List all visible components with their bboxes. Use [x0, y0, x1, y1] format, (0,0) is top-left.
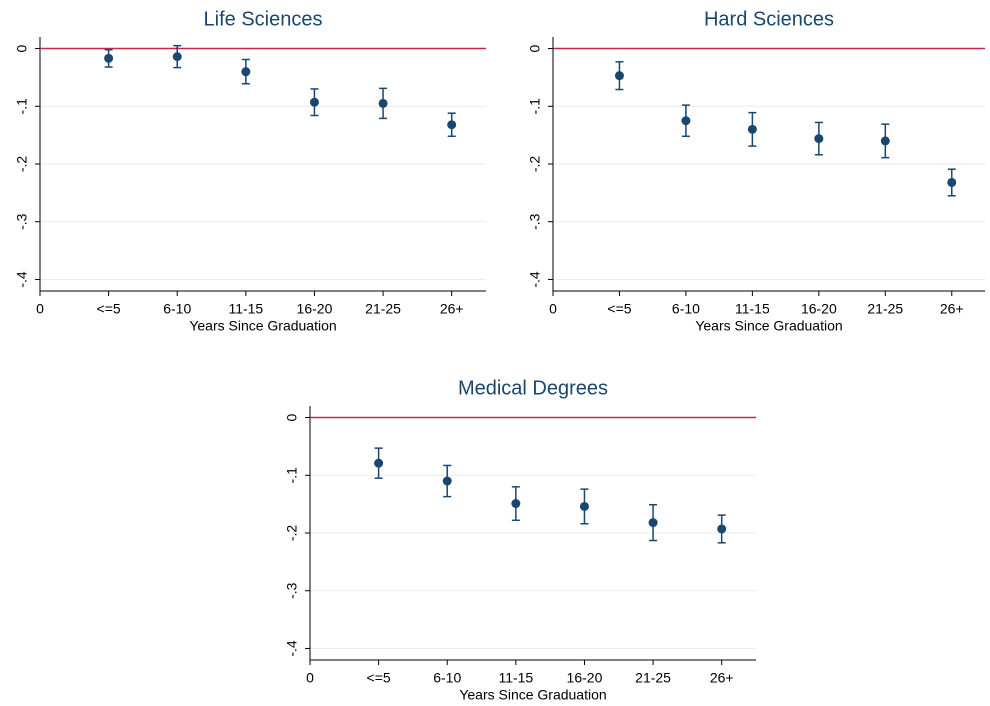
y-tick-label: -.2: [527, 156, 543, 173]
x-tick-label: 11-15: [498, 670, 533, 686]
point: [374, 458, 384, 468]
point: [241, 67, 251, 77]
x-tick-label: 6-10: [163, 301, 191, 317]
point: [579, 501, 589, 511]
y-tick-label: -.1: [14, 98, 30, 115]
point: [681, 116, 691, 126]
panel: Medical Degrees 0 -.1 -.2 -.3 -.4 0 <=5 6-10 11-1…: [284, 377, 756, 703]
x-tick-label: 6-10: [672, 301, 700, 317]
y-tick-label: 0: [14, 44, 30, 52]
x-tick-label: <=5: [607, 301, 631, 317]
point: [172, 52, 182, 62]
chart-title: Life Sciences: [204, 8, 323, 30]
chart-title: Hard Sciences: [704, 8, 834, 30]
x-tick-label: 0: [549, 301, 557, 317]
point: [648, 518, 658, 528]
point: [614, 71, 624, 81]
x-tick-label: 16-20: [567, 670, 603, 686]
point: [378, 98, 388, 108]
x-axis-title: Years Since Graduation: [695, 318, 842, 334]
y-tick-label: -.3: [527, 213, 543, 230]
point: [747, 124, 757, 134]
x-tick-label: 26+: [710, 670, 734, 686]
point: [442, 476, 452, 486]
x-tick-label: 21-25: [365, 301, 401, 317]
x-tick-label: 21-25: [867, 301, 903, 317]
y-tick-label: -.2: [14, 156, 30, 173]
x-tick-label: 0: [36, 301, 44, 317]
x-tick-label: 11-15: [228, 301, 263, 317]
point: [447, 120, 457, 130]
y-tick-label: -.1: [284, 467, 300, 484]
y-tick-label: 0: [284, 413, 300, 421]
point: [309, 97, 319, 107]
y-tick-label: -.3: [14, 213, 30, 230]
x-tick-label: 0: [306, 670, 314, 686]
x-tick-label: 26+: [940, 301, 964, 317]
x-tick-label: 21-25: [635, 670, 671, 686]
x-tick-label: <=5: [367, 670, 391, 686]
x-tick-label: 16-20: [297, 301, 333, 317]
point: [947, 177, 957, 187]
y-tick-label: -.3: [284, 582, 300, 599]
y-tick-label: -.4: [284, 640, 300, 657]
x-tick-label: 16-20: [801, 301, 837, 317]
y-tick-label: -.1: [527, 98, 543, 115]
point: [814, 134, 824, 144]
x-axis-title: Years Since Graduation: [189, 318, 336, 334]
chart-title: Medical Degrees: [458, 377, 608, 399]
point: [511, 499, 521, 509]
x-tick-label: 6-10: [433, 670, 461, 686]
x-tick-label: <=5: [97, 301, 121, 317]
x-tick-label: 11-15: [735, 301, 770, 317]
y-tick-label: -.4: [14, 271, 30, 288]
x-tick-label: 26+: [440, 301, 464, 317]
point: [104, 53, 114, 63]
y-tick-label: 0: [527, 44, 543, 52]
panel: Hard Sciences 0 -.1 -.2 -.3 -.4 0 <=5 6-10 11-15 1…: [527, 8, 985, 334]
x-axis-title: Years Since Graduation: [459, 687, 606, 703]
point: [717, 524, 727, 534]
y-tick-label: -.2: [284, 525, 300, 542]
point: [880, 136, 890, 146]
y-tick-label: -.4: [527, 271, 543, 288]
panel: Life Sciences 0 -.1 -.2 -.3 -.4 0 <=5 6-10 11-15 1…: [14, 8, 486, 334]
